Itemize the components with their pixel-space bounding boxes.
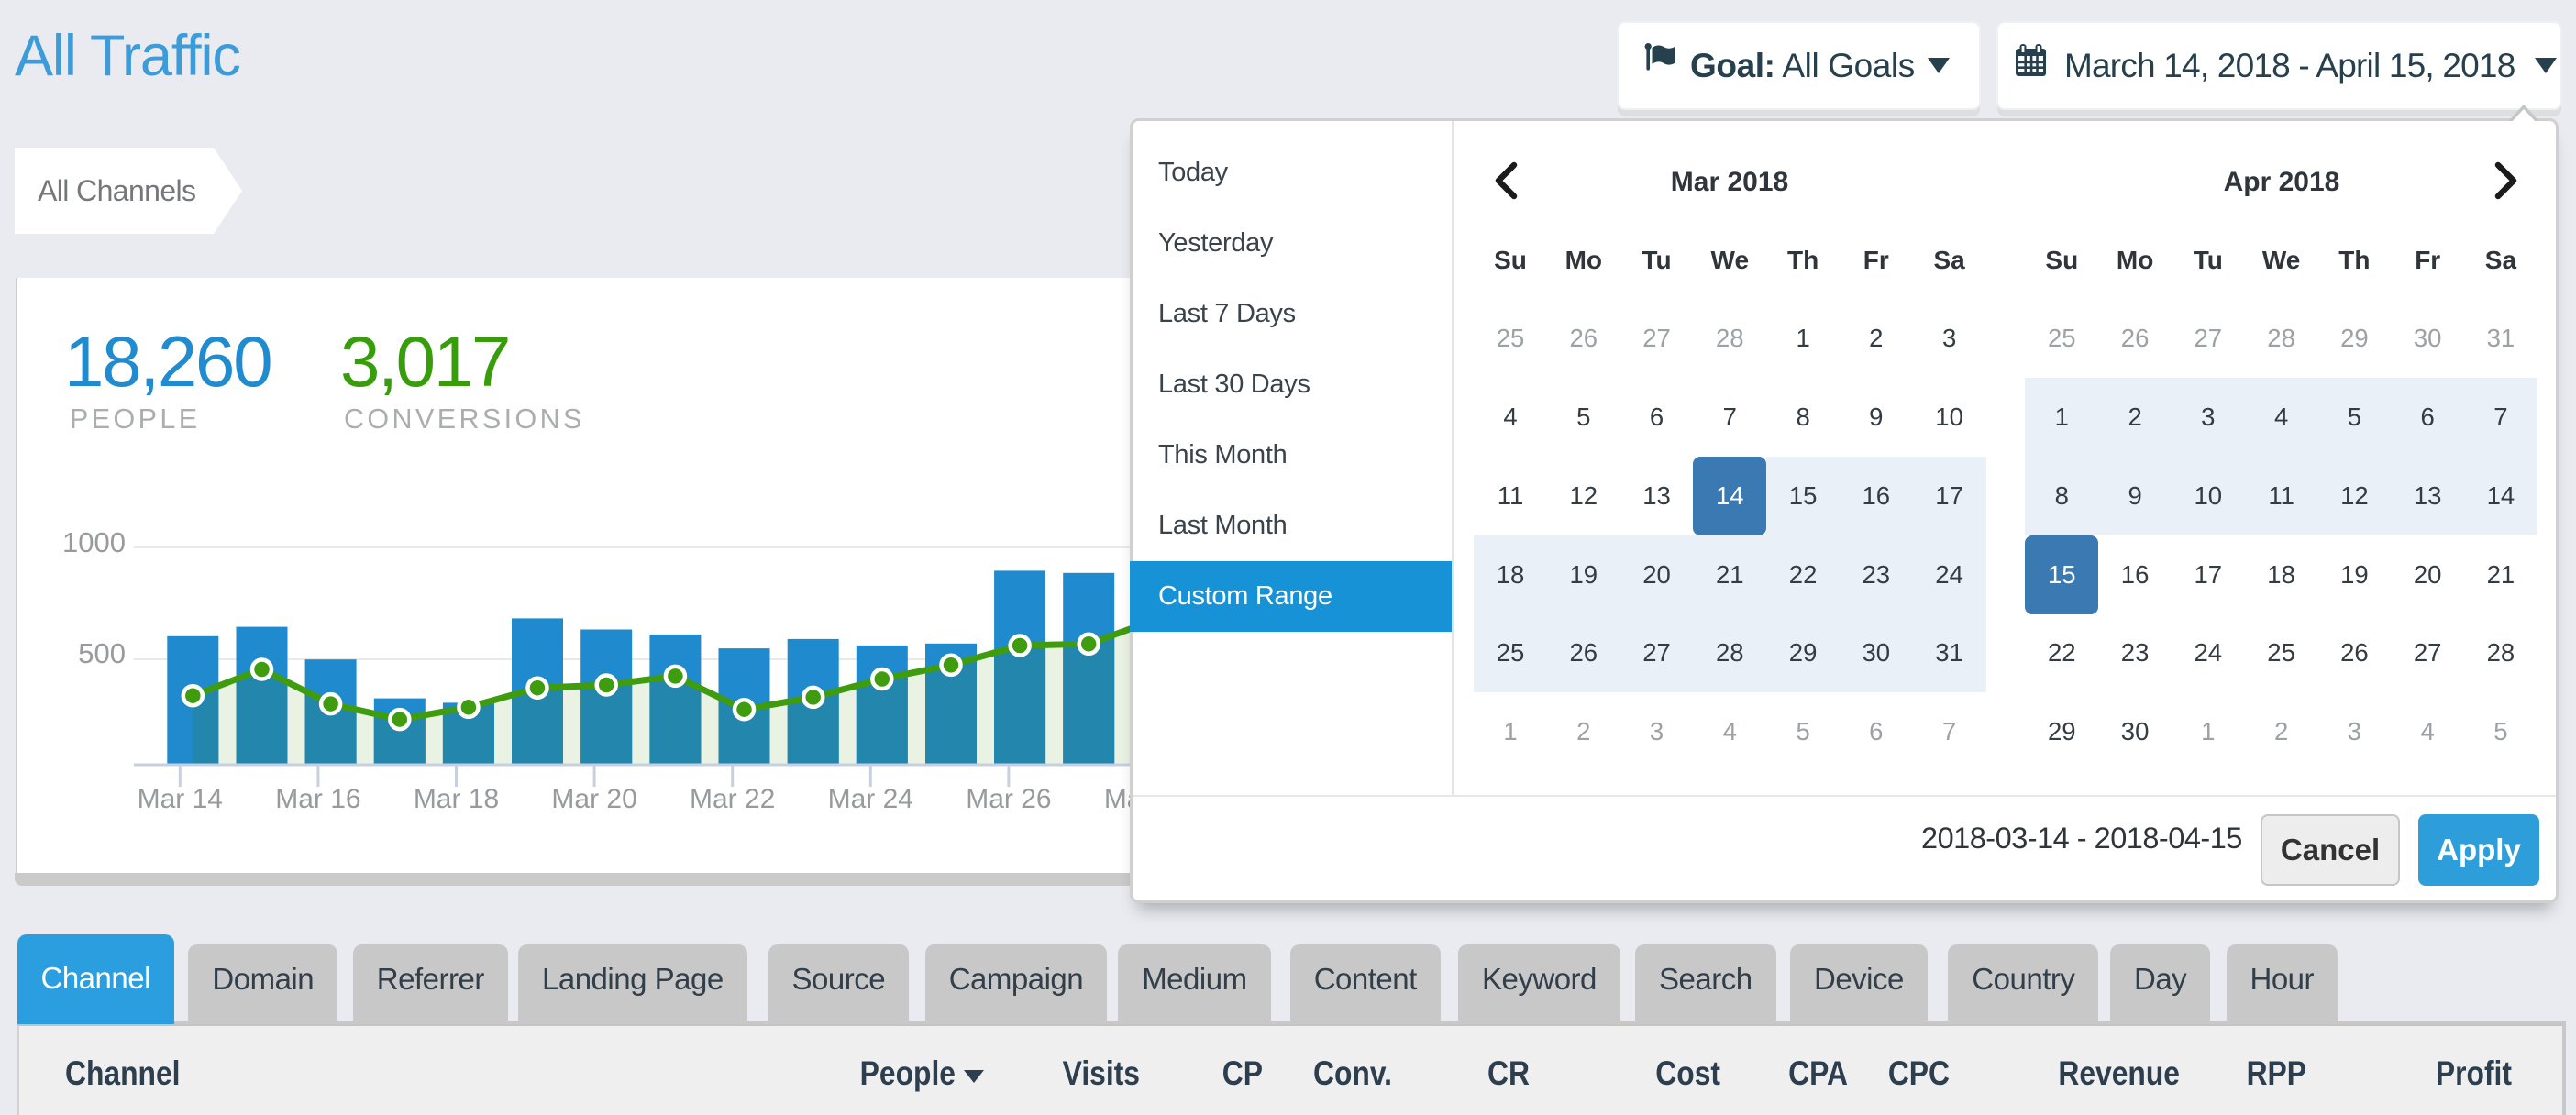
svg-text:Mar 18: Mar 18 bbox=[414, 784, 499, 814]
svg-text:500: 500 bbox=[78, 637, 126, 669]
svg-text:Mar 22: Mar 22 bbox=[690, 784, 775, 814]
svg-text:Mar 20: Mar 20 bbox=[551, 784, 636, 814]
svg-text:Mar 14: Mar 14 bbox=[138, 784, 223, 814]
svg-text:Mar 24: Mar 24 bbox=[828, 784, 913, 814]
svg-text:1000: 1000 bbox=[62, 526, 126, 558]
svg-text:Mar 16: Mar 16 bbox=[275, 784, 360, 814]
svg-text:Mar 26: Mar 26 bbox=[966, 784, 1051, 814]
